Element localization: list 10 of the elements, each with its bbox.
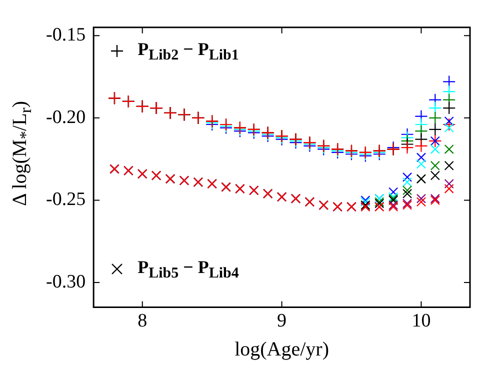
x-axis-title: log(Age/yr) <box>234 338 329 360</box>
y-tick-label: -0.20 <box>46 106 86 128</box>
x-tick-label: 10 <box>412 310 431 332</box>
x-tick-label: 8 <box>138 310 148 332</box>
y-tick-label: -0.25 <box>46 189 86 210</box>
legend-label: P$_{Lib2}$ − P$_{Lib1}$ <box>138 39 239 64</box>
legend-label: P$_{Lib5}$ − P$_{Lib4}$ <box>138 257 239 282</box>
y-tick-label: -0.15 <box>46 24 86 46</box>
x-tick-label: 9 <box>277 310 287 332</box>
y-tick-label: -0.30 <box>46 271 86 292</box>
